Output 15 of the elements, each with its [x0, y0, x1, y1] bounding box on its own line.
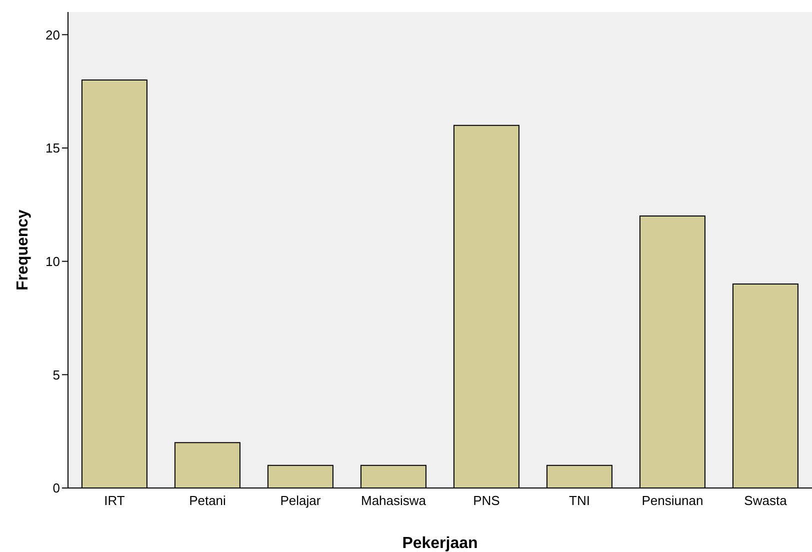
y-tick-label: 20	[46, 27, 60, 42]
y-axis-title: Frequency	[14, 209, 32, 290]
x-tick-label: Petani	[189, 493, 226, 508]
x-tick-label: TNI	[569, 493, 590, 508]
x-tick-label: Pelajar	[280, 493, 322, 508]
x-tick-label: Pensiunan	[642, 493, 704, 508]
x-axis-title: Pekerjaan	[402, 535, 478, 552]
x-tick-label: IRT	[104, 493, 125, 508]
y-tick-label: 15	[46, 140, 60, 156]
y-tick-label: 5	[52, 367, 60, 382]
y-tick-label: 0	[52, 480, 60, 496]
y-tick-label: 10	[46, 254, 60, 269]
x-tick-label: PNS	[473, 493, 500, 508]
x-tick-label: Swasta	[744, 493, 788, 508]
x-tick-label: Mahasiswa	[360, 493, 427, 508]
